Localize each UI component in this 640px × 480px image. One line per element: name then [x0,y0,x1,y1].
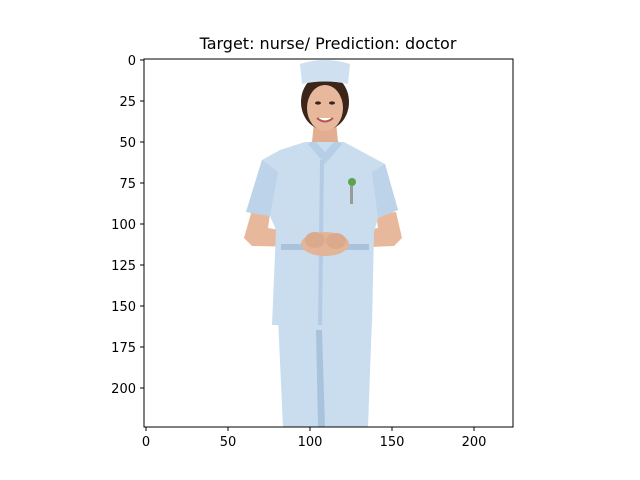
axes-frame [143,58,514,428]
y-tick-label: 200 [111,382,136,397]
y-tick-label: 100 [111,218,136,233]
y-axis: 0 25 50 75 100 125 150 175 200 [111,54,144,397]
chest-pin [348,178,356,204]
y-tick-label: 50 [119,136,136,151]
photo [144,59,513,427]
head [301,74,349,131]
x-tick-label: 0 [142,435,150,450]
hands [301,232,349,256]
x-axis: 0 50 100 150 200 [142,427,487,450]
y-tick-label: 0 [128,54,136,69]
y-tick-label: 175 [111,341,136,356]
x-tick-label: 100 [298,435,323,450]
y-tick-label: 75 [119,177,136,192]
y-tick-label: 125 [111,259,136,274]
x-tick-label: 50 [220,435,237,450]
figure-title: Target: nurse/ Prediction: doctor [199,34,457,53]
nurse-cap [300,60,350,84]
y-tick-label: 150 [111,300,136,315]
x-tick-label: 150 [380,435,405,450]
y-tick-label: 25 [119,95,136,110]
pants [278,318,372,427]
x-tick-label: 200 [462,435,487,450]
